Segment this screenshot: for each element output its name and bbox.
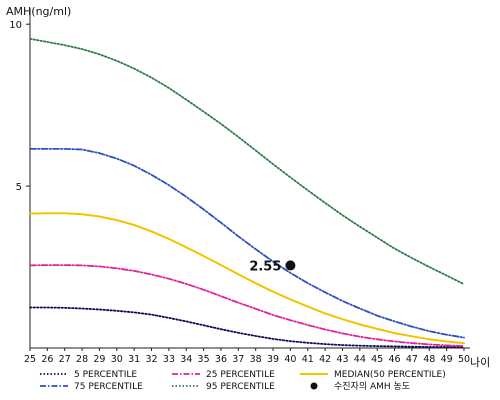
legend: 5 PERCENTILE 75 PERCENTILE 25 PERCENTILE 95… [40, 370, 446, 392]
x-ticks: 25 26 27 28 29 30 31 32 33 34 35 36 37 38 39 40 41 42 43 44… [24, 348, 470, 365]
x-tick-label: 35 [198, 354, 210, 365]
x-tick-label: 43 [336, 354, 348, 365]
x-tick-label: 40 [284, 354, 296, 365]
y-ticks: 5 10 [9, 20, 30, 193]
x-tick-label: 49 [441, 354, 453, 365]
x-tick-label: 25 [24, 354, 36, 365]
series-line-4 [29, 212, 465, 345]
patient-amh-label: 2.55 [249, 259, 281, 274]
y-tick-label: 5 [16, 182, 22, 193]
x-tick-label: 50 [458, 354, 470, 365]
y-tick-label: 10 [9, 20, 22, 31]
series-line-3 [29, 37, 465, 286]
legend-marker-dot [310, 382, 318, 390]
legend-label: MEDIAN(50 PERCENTILE) [334, 370, 446, 380]
x-tick-label: 39 [267, 354, 279, 365]
x-axis-label: 나이 [470, 356, 490, 369]
axes: AMH(ng/ml) 나이 [6, 5, 490, 369]
y-axis-label: AMH(ng/ml) [6, 5, 71, 18]
x-tick-label: 32 [145, 354, 157, 365]
x-tick-label: 46 [389, 354, 401, 365]
x-tick-label: 45 [371, 354, 383, 365]
patient-marker: 2.55 [249, 259, 296, 274]
x-tick-label: 29 [93, 354, 105, 365]
legend-label: 5 PERCENTILE [74, 370, 137, 380]
x-tick-label: 30 [111, 354, 123, 365]
legend-label: 95 PERCENTILE [206, 382, 275, 392]
x-tick-label: 31 [128, 354, 140, 365]
x-tick-label: 48 [423, 354, 435, 365]
x-tick-label: 34 [180, 354, 192, 365]
x-tick-label: 33 [163, 354, 175, 365]
patient-amh-point [285, 260, 296, 271]
x-tick-label: 41 [302, 354, 314, 365]
legend-label: 75 PERCENTILE [74, 382, 143, 392]
x-tick-label: 26 [41, 354, 53, 365]
series-lines [29, 37, 465, 349]
x-tick-label: 27 [59, 354, 71, 365]
x-tick-label: 37 [232, 354, 244, 365]
x-tick-label: 47 [406, 354, 418, 365]
legend-label: 수진자의 AMH 농도 [334, 381, 410, 392]
series-line-2 [29, 264, 465, 348]
series-line-0 [29, 306, 465, 349]
x-tick-label: 38 [250, 354, 262, 365]
x-tick-label: 36 [215, 354, 227, 365]
x-tick-label: 28 [76, 354, 88, 365]
x-tick-label: 44 [354, 354, 366, 365]
series-line-1 [29, 147, 465, 339]
legend-label: 25 PERCENTILE [206, 370, 275, 380]
x-tick-label: 42 [319, 354, 331, 365]
